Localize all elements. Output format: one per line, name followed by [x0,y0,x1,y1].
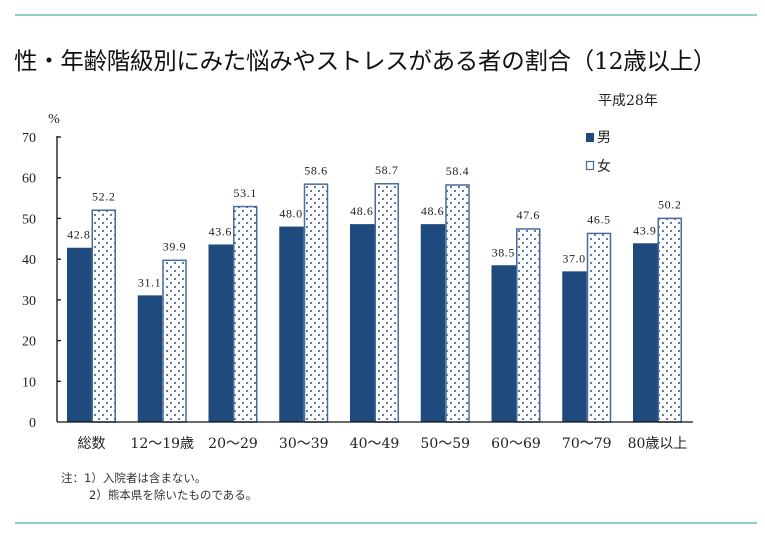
bar-male [562,271,587,422]
data-label-female: 58.7 [375,163,398,177]
data-label-male: 31.1 [138,275,161,289]
bar-male [350,224,375,422]
bar-male [491,265,516,422]
legend-male-label: 男 [597,130,611,146]
bar-female [91,209,116,423]
legend: 男 女 [585,130,611,175]
bottom-rule [15,522,757,524]
x-tick-label: 30～39 [279,436,329,452]
note-line-2: 2）熊本県を除いたものである。 [61,487,257,504]
data-label-male: 37.0 [562,251,585,265]
data-label-female: 58.6 [304,163,327,177]
data-label-male: 42.8 [67,228,90,242]
x-tick-label: 60～69 [491,436,541,452]
data-label-female: 53.1 [234,186,257,200]
x-tick-label: 総数 [78,436,106,452]
note-line-1: 注：1）入院者は含まない。 [61,470,257,487]
bar-female [303,183,329,423]
data-label-male: 43.6 [209,224,232,238]
bar-female [162,259,187,423]
bar-male [420,224,446,422]
legend-male-swatch [586,133,594,142]
y-tick-label: 70 [22,131,36,146]
data-label-male: 43.9 [633,223,656,237]
chart-title: 性・年齢階級別にみた悩みやストレスがある者の割合（12歳以上） [14,47,717,75]
data-label-female: 58.4 [446,164,469,178]
x-tick-label: 50～59 [420,436,470,452]
legend-female-swatch [585,160,595,171]
x-tick-label: 12～19歳 [130,436,194,452]
note-item-1: 1）入院者は含まない。 [84,471,207,485]
bar-male [633,243,658,422]
top-rule [15,14,757,16]
y-axis-unit: % [48,112,60,127]
note-prefix: 注： [61,471,84,485]
year-label: 平成28年 [598,93,658,109]
x-tick-label: 70～79 [562,436,612,452]
bar-female [657,217,682,423]
data-label-female: 50.2 [658,198,681,212]
bar-male [208,244,233,422]
y-tick-label: 50 [22,212,36,227]
y-tick-label: 60 [22,172,36,187]
note-item-2: 2）熊本県を除いたものである。 [89,488,258,502]
y-tick-label: 20 [22,335,36,350]
data-label-female: 52.2 [92,189,115,203]
y-tick-label: 30 [22,294,36,309]
bar-male [137,295,163,422]
data-label-female: 39.9 [163,240,186,254]
notes: 注：1）入院者は含まない。 2）熊本県を除いたものである。 [61,470,257,504]
legend-female-label: 女 [597,158,611,175]
bar-female [233,205,258,423]
x-tick-label: 80歳以上 [628,436,688,452]
data-label-female: 46.5 [587,213,610,227]
data-label-female: 47.6 [517,208,540,222]
labels-layer: 42.8 52.2 総数 31.1 39.9 12～19歳 43.6 53.1 20～29 48.… [22,112,687,452]
bar-female [374,183,399,423]
data-label-male: 48.0 [279,207,302,221]
y-tick-label: 40 [22,253,36,268]
bar-female [586,232,612,423]
bar-female [516,228,541,423]
bar-male [279,226,304,422]
data-label-male: 48.6 [421,204,444,218]
data-label-male: 48.6 [350,204,373,218]
x-tick-label: 20～29 [208,436,258,452]
y-tick-label: 0 [29,416,36,431]
x-tick-label: 40～49 [350,436,400,452]
data-label-male: 38.5 [492,245,515,259]
bar-male [67,247,92,422]
axes-layer [56,136,693,423]
bar-female [445,184,470,423]
y-tick-label: 10 [22,375,36,390]
